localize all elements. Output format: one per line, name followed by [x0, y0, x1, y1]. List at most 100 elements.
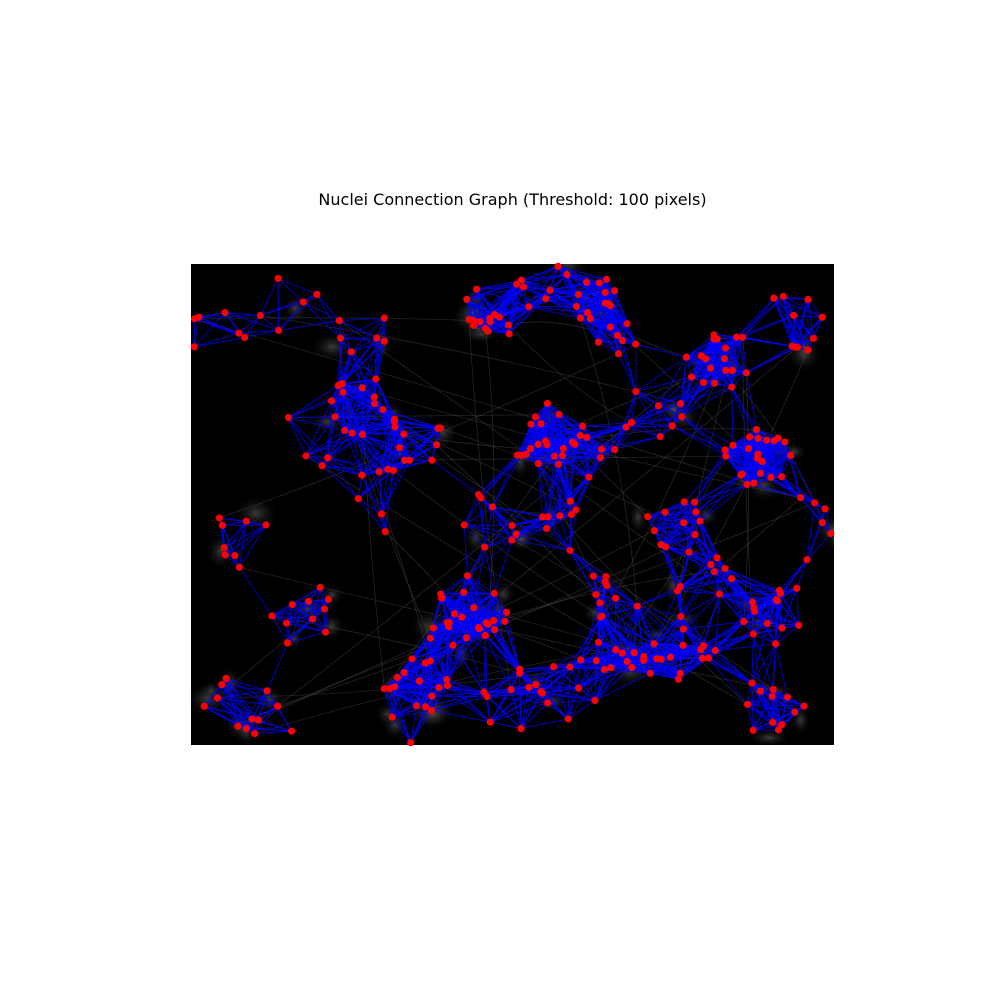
graph-edge — [759, 643, 777, 692]
graph-edge — [373, 338, 378, 398]
graph-edge — [760, 440, 775, 474]
graph-edge — [743, 590, 780, 622]
nucleus-node — [263, 687, 271, 695]
nucleus-node — [242, 517, 250, 525]
graph-edge — [361, 474, 382, 515]
graph-edge — [194, 332, 239, 348]
nucleus-node — [603, 581, 611, 590]
nucleus-node — [543, 399, 551, 408]
graph-edge — [754, 610, 783, 629]
nucleus-node — [488, 503, 496, 511]
graph-edge — [193, 317, 200, 347]
nucleus-node — [481, 631, 489, 640]
graph-edge — [547, 699, 595, 704]
nucleus-node — [729, 441, 737, 449]
graph-edge — [321, 465, 359, 500]
graph-edge — [485, 306, 529, 329]
graph-edge — [479, 321, 510, 335]
nucleus-node — [407, 738, 415, 747]
graph-edge — [463, 591, 495, 594]
graph-edge — [686, 334, 715, 358]
graph-edge — [658, 405, 673, 427]
nucleus-node — [443, 681, 452, 690]
nucleus-node — [777, 720, 786, 729]
graph-edge — [580, 649, 616, 661]
graph-edge — [463, 524, 468, 576]
graph-edge — [357, 475, 363, 499]
graph-edge — [305, 430, 345, 457]
nucleus-node — [335, 317, 343, 325]
graph-edge — [411, 626, 450, 660]
graph-edge — [660, 658, 681, 674]
nucleus-node — [256, 311, 264, 320]
nucleus-node — [254, 716, 263, 724]
graph-edge — [579, 317, 599, 343]
nucleus-node — [728, 383, 736, 391]
graph-edge — [686, 336, 737, 358]
graph-edge — [746, 441, 786, 485]
graph-edge — [516, 423, 532, 456]
nucleus-node — [519, 283, 528, 291]
graph-edge — [473, 607, 507, 613]
graph-edge — [467, 546, 486, 576]
graph-edge — [578, 667, 632, 689]
graph-edge — [490, 702, 548, 723]
nucleus-node — [358, 430, 367, 439]
nucleus-node — [595, 279, 603, 287]
neurite — [277, 358, 706, 707]
graph-edge — [394, 426, 441, 429]
graph-edge — [510, 689, 522, 729]
graph-edge — [598, 641, 654, 645]
graph-edge — [521, 274, 568, 281]
graph-edge — [677, 578, 732, 592]
graph-edge — [719, 593, 745, 622]
graph-edge — [671, 425, 727, 457]
nucleus-node — [795, 621, 803, 629]
nucleus-node — [743, 480, 751, 489]
nucleus-node — [692, 508, 700, 516]
nucleus-node — [564, 715, 572, 723]
graph-edge — [271, 615, 313, 620]
graph-edge — [725, 455, 761, 474]
graph-edge — [463, 524, 486, 548]
graph-edge — [670, 628, 684, 658]
graph-edge — [331, 351, 352, 402]
graph-edge — [484, 506, 493, 548]
graph-edge — [653, 501, 685, 532]
nucleus-node — [657, 655, 665, 663]
graph-edge — [480, 454, 518, 499]
graph-edge — [682, 644, 703, 659]
nucleus-node — [465, 315, 473, 324]
graph-edge — [567, 659, 582, 720]
graph-edge — [519, 666, 570, 674]
graph-edge — [599, 602, 635, 653]
graph-edge — [660, 628, 684, 660]
graph-edge — [621, 606, 638, 654]
graph-edge — [223, 520, 247, 548]
graph-edge — [694, 483, 748, 503]
nucleus-node — [586, 315, 594, 323]
nucleus-node — [221, 551, 229, 559]
nucleus-node — [618, 649, 626, 657]
graph-edge — [381, 470, 394, 515]
graph-edge — [479, 321, 509, 326]
graph-edge — [782, 296, 814, 339]
nucleus-node — [538, 689, 546, 697]
graph-edge — [506, 612, 520, 670]
nucleus-node — [596, 599, 604, 607]
nucleus-node — [749, 630, 757, 638]
neurite — [679, 578, 732, 674]
graph-edge — [452, 629, 495, 646]
nucleus-node — [592, 657, 600, 665]
nucleus-node — [484, 620, 492, 628]
graph-edge — [479, 279, 522, 322]
nucleus-node — [722, 366, 730, 374]
nucleus-node — [804, 346, 812, 354]
graph-edge — [588, 448, 602, 478]
graph-edge — [344, 430, 380, 473]
graph-edge — [680, 571, 715, 587]
graph-edge — [626, 643, 655, 662]
graph-edge — [337, 385, 346, 431]
graph-edge — [580, 641, 599, 661]
